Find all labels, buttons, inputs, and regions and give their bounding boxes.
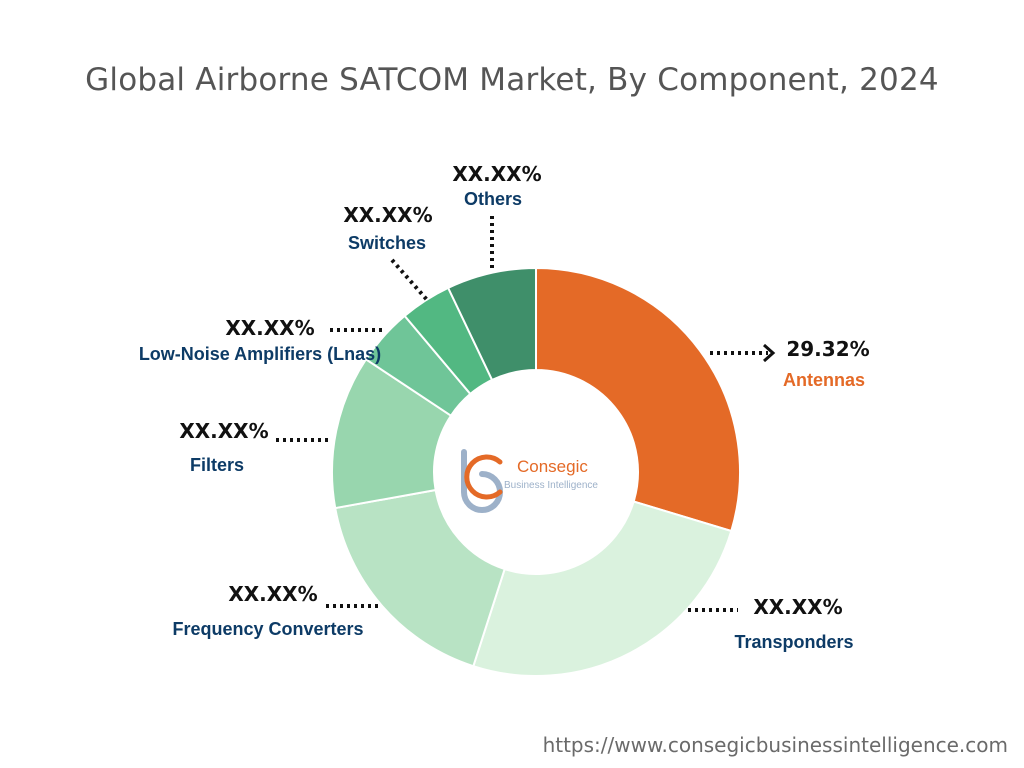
logo-name: Consegic [517, 457, 588, 476]
category-label-low-noise-amplifiers-lnas: Low-Noise Amplifiers (Lnas) [139, 344, 381, 364]
chart-title: Global Airborne SATCOM Market, By Compon… [85, 62, 939, 98]
category-label-transponders: Transponders [734, 632, 853, 652]
category-label-filters: Filters [190, 455, 244, 475]
slice-frequency-converters [334, 488, 506, 668]
value-label-switches: XX.XX% [343, 203, 432, 227]
category-label-others: Others [464, 189, 522, 209]
slice-others [446, 266, 537, 382]
slice-transponders [472, 500, 733, 677]
logo-mark-b [461, 449, 503, 513]
value-label-transponders: XX.XX% [753, 595, 842, 619]
category-label-switches: Switches [348, 233, 426, 253]
slice-antennas [535, 266, 741, 533]
value-label-frequency-converters: XX.XX% [228, 582, 317, 606]
value-label-antennas: 29.32% [786, 337, 869, 361]
leader-line-switches [390, 258, 430, 303]
category-label-frequency-converters: Frequency Converters [172, 619, 363, 639]
consegic-logo: Consegic Business Intelligence [461, 449, 598, 513]
value-label-others: XX.XX% [452, 162, 541, 186]
logo-tagline: Business Intelligence [504, 480, 598, 491]
leader-arrow-antennas [763, 343, 776, 363]
footer-url[interactable]: https://www.consegicbusinessintelligence… [542, 733, 1008, 757]
value-label-filters: XX.XX% [179, 419, 268, 443]
value-label-low-noise-amplifiers-lnas: XX.XX% [225, 316, 314, 340]
category-label-antennas: Antennas [783, 370, 865, 390]
logo-mark-c [464, 454, 503, 500]
